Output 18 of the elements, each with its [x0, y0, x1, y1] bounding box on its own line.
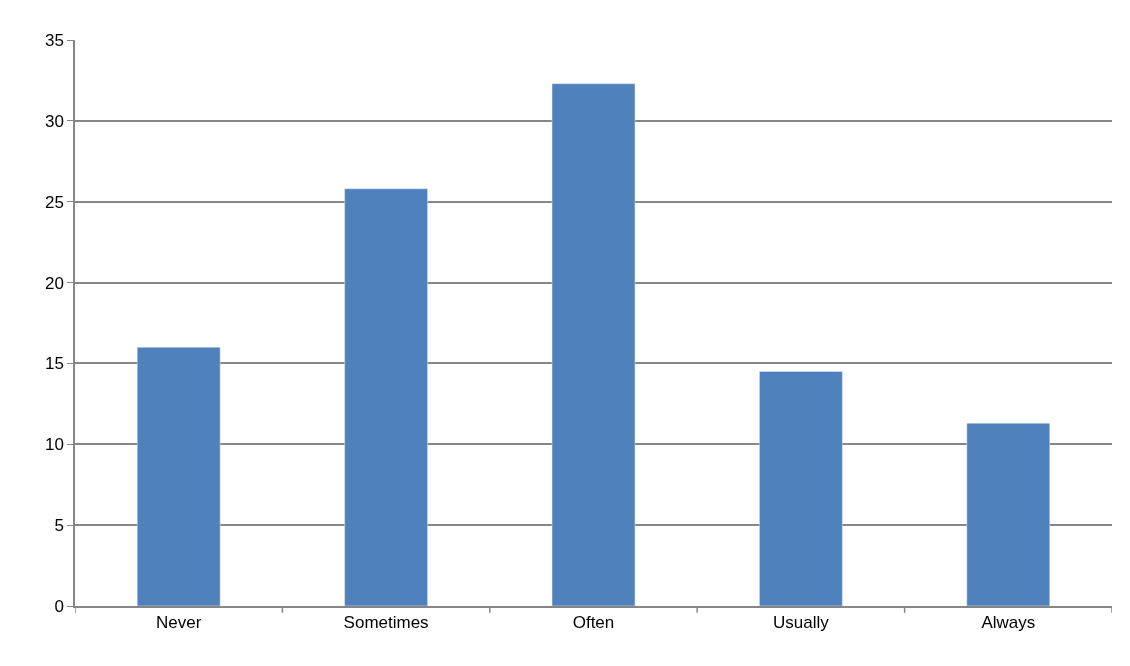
y-tick-label: 35 [44, 30, 64, 50]
y-tick-label: 10 [44, 435, 64, 455]
bar [759, 371, 843, 606]
y-tick-label: 0 [54, 596, 64, 616]
x-tick-label: Never [156, 613, 202, 633]
y-tick-label: 15 [44, 354, 64, 374]
y-tick-label: 30 [44, 111, 64, 131]
bar [551, 83, 636, 606]
bar [966, 423, 1051, 606]
x-tick-label: Usually [773, 613, 830, 633]
bar [344, 188, 428, 606]
x-tick-label: Always [981, 613, 1036, 633]
x-tick-label: Often [572, 613, 615, 633]
x-tick-label: Sometimes [343, 613, 429, 633]
y-tick-label: 25 [44, 192, 64, 212]
bar [136, 347, 221, 606]
y-tick-label: 20 [44, 273, 64, 293]
y-tick-label: 5 [54, 516, 64, 536]
